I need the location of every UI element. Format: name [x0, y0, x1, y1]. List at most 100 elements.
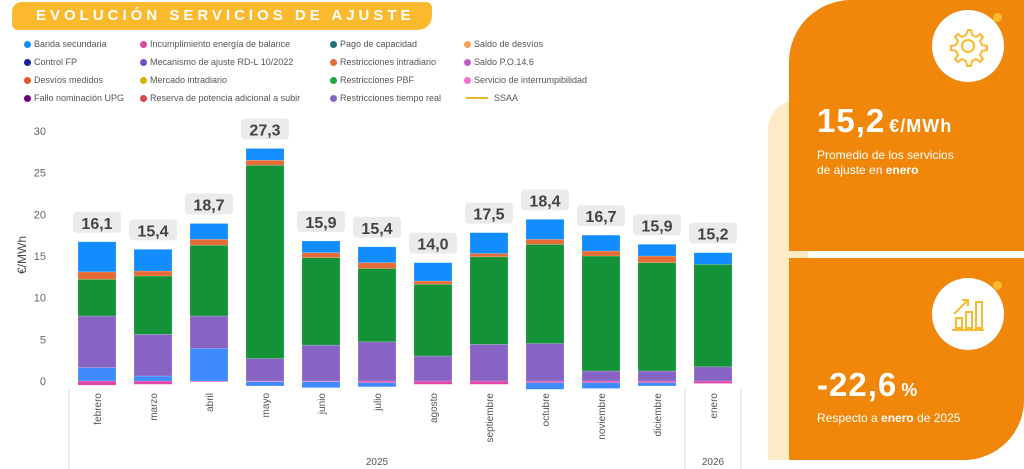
bar-segment	[525, 343, 565, 382]
y-tick-label: 30	[34, 126, 46, 138]
y-tick-label: 15	[34, 251, 46, 263]
bar-segment	[413, 355, 453, 382]
x-tick-label: septiembre	[485, 393, 496, 443]
bar-segment	[189, 223, 229, 240]
total-label: 18,7	[193, 198, 224, 215]
legend-item[interactable]: Restricciones PBF	[330, 74, 414, 86]
total-label: 17,5	[473, 207, 504, 224]
bar-segment	[133, 270, 173, 277]
bar-segment	[77, 315, 117, 368]
total-label: 15,4	[137, 223, 168, 240]
total-label: 27,3	[249, 123, 280, 140]
x-tick-label: abril	[205, 393, 216, 412]
bar-segment	[469, 344, 509, 382]
kpi-average-value: 15,2 €/MWh	[817, 102, 953, 139]
legend-label: Fallo nominación UPG	[34, 93, 125, 103]
bar-segment	[469, 253, 509, 258]
legend-item[interactable]: Mercado intradiario	[140, 74, 227, 86]
bar-segment	[245, 164, 285, 359]
legend-marker	[140, 58, 147, 66]
gear-icon	[932, 10, 1004, 82]
legend-item[interactable]: Restricciones tiempo real	[330, 92, 441, 104]
legend-item[interactable]: Reserva de potencia adicional a subir	[140, 92, 300, 104]
bar-segment	[301, 344, 341, 382]
bar-segment	[245, 358, 285, 382]
total-label: 15,2	[697, 227, 728, 244]
bar-segment	[357, 262, 397, 269]
growth-chart-icon	[932, 278, 1004, 350]
total-label-bg	[465, 202, 513, 224]
legend-label: Mecanismo de ajuste RD-L 10/2022	[150, 57, 294, 67]
bar-segment	[637, 244, 677, 257]
total-label-bg	[689, 222, 737, 244]
bar-segment	[357, 268, 397, 343]
bar-segment	[301, 257, 341, 346]
legend-marker	[24, 40, 31, 48]
total-label-bg	[129, 219, 177, 241]
bar-segment	[133, 249, 173, 272]
y-tick-label: 25	[34, 168, 46, 180]
legend-item[interactable]: Banda secundaria	[24, 38, 107, 50]
legend-item[interactable]: Fallo nominación UPG	[24, 92, 124, 104]
legend-item[interactable]: Desvíos medidos	[24, 74, 103, 86]
legend-item[interactable]: SSAA	[464, 92, 518, 104]
x-tick-label: marzo	[149, 393, 160, 421]
bar-segment	[301, 240, 341, 253]
bar-segment	[693, 252, 733, 265]
bar-segment	[637, 255, 677, 263]
legend-marker	[466, 97, 488, 99]
x-tick-label: julio	[373, 393, 384, 412]
bar-segment	[77, 367, 117, 382]
bar-segment	[413, 280, 453, 285]
total-label-bg	[297, 211, 345, 232]
legend-label: Restricciones intradiario	[340, 57, 437, 67]
bar-segment	[637, 262, 677, 372]
chart-legend: Banda secundaria Incumplimiento energía d…	[24, 38, 744, 110]
legend-marker	[330, 58, 337, 66]
kpi-average-card: 15,2 €/MWh Promedio de los servicios de a…	[789, 0, 1024, 251]
kpi-variation-card: -22,6% Respecto a enero de 2025	[789, 258, 1024, 460]
legend-marker	[24, 94, 31, 102]
legend-item[interactable]: Mecanismo de ajuste RD-L 10/2022	[140, 56, 293, 68]
legend-label: Mercado intradiario	[150, 75, 228, 85]
total-label-bg	[409, 232, 457, 254]
bar-segment	[245, 381, 285, 387]
bar-segment	[133, 380, 173, 385]
legend-item[interactable]: Saldo P.O.14.6	[464, 56, 534, 68]
x-tick-label: febrero	[93, 393, 104, 425]
x-group-label: 2025	[366, 457, 389, 468]
bar-segment	[469, 232, 509, 254]
legend-marker	[24, 58, 31, 66]
bar-segment	[413, 380, 453, 385]
legend-item[interactable]: Saldo de desvíos	[464, 38, 543, 50]
bar-segment	[581, 250, 621, 257]
x-tick-label: octubre	[541, 393, 552, 427]
bar-segment	[693, 366, 733, 382]
kpi-variation-value: -22,6%	[817, 366, 919, 403]
total-label: 16,7	[585, 209, 616, 226]
y-tick-label: 20	[34, 209, 46, 221]
legend-label: Servicio de interrumpibilidad	[474, 75, 588, 85]
legend-label: Pago de capacidad	[340, 39, 418, 49]
legend-item[interactable]: Control FP	[24, 56, 77, 68]
bar-segment	[301, 252, 341, 258]
legend-label: Restricciones PBF	[340, 75, 415, 85]
x-tick-label: diciembre	[653, 393, 664, 437]
total-label: 15,4	[361, 221, 392, 238]
y-tick-label: 0	[40, 376, 46, 388]
bar-segment	[133, 275, 173, 335]
legend-label: Saldo de desvíos	[474, 39, 544, 49]
x-tick-label: junio	[317, 393, 328, 416]
bar-segment	[357, 341, 397, 382]
total-label: 15,9	[305, 215, 336, 232]
legend-item[interactable]: Pago de capacidad	[330, 38, 417, 50]
legend-item[interactable]: Restricciones intradiario	[330, 56, 436, 68]
legend-item[interactable]: Servicio de interrumpibilidad	[464, 74, 587, 86]
y-axis-label: €/MWh	[15, 236, 29, 274]
kpi-average-caption: Promedio de los servicios de ajuste en e…	[817, 148, 954, 177]
legend-marker	[330, 40, 337, 48]
legend-item[interactable]: Incumplimiento energía de balance	[140, 38, 290, 50]
legend-marker	[464, 58, 471, 66]
bar-segment	[637, 382, 677, 387]
bar-segment	[189, 348, 229, 382]
